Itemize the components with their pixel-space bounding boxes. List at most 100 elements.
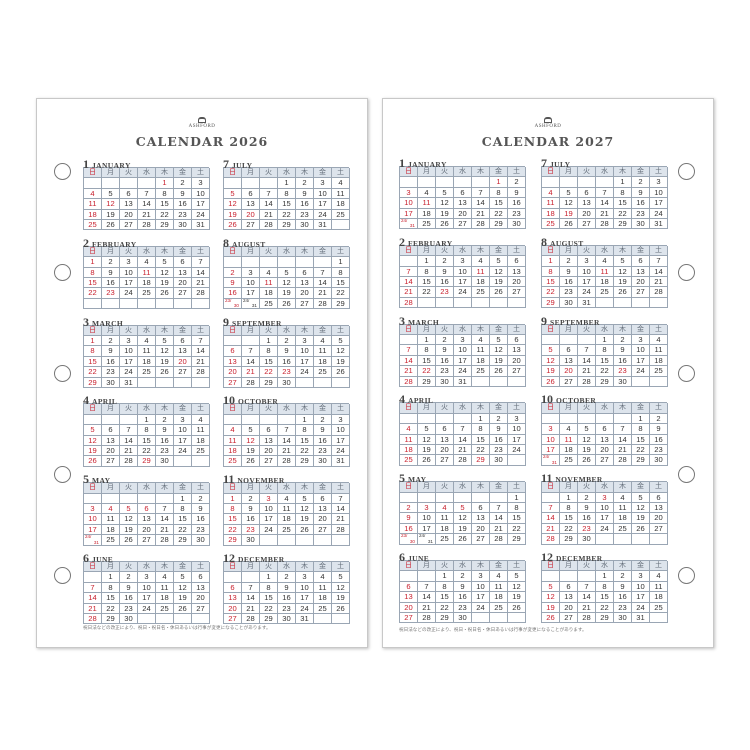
day-cell[interactable]: 27	[400, 612, 418, 624]
day-cell[interactable]: 16	[174, 199, 192, 210]
day-cell[interactable]: 29	[332, 298, 350, 310]
day-cell[interactable]	[224, 335, 242, 347]
day-cell[interactable]: 28	[138, 219, 156, 231]
day-cell[interactable]: 23/30	[400, 534, 418, 545]
day-cell[interactable]: 3	[454, 256, 472, 267]
day-cell[interactable]	[614, 534, 632, 545]
day-cell[interactable]	[278, 257, 296, 268]
day-cell[interactable]: 5	[156, 257, 174, 268]
day-cell[interactable]: 2	[490, 413, 508, 425]
day-cell[interactable]: 21	[400, 366, 418, 377]
day-cell[interactable]: 11	[278, 503, 296, 515]
day-cell[interactable]: 19	[120, 524, 138, 536]
day-cell[interactable]: 8	[472, 424, 490, 435]
day-cell[interactable]: 25	[400, 455, 418, 466]
day-cell[interactable]: 17	[332, 435, 350, 446]
day-cell[interactable]: 30	[102, 377, 120, 388]
day-cell[interactable]: 2	[632, 177, 650, 188]
day-cell[interactable]: 25	[418, 218, 436, 230]
day-cell[interactable]: 10	[632, 345, 650, 356]
day-cell[interactable]: 9	[296, 188, 314, 200]
day-cell[interactable]: 15	[174, 514, 192, 525]
day-cell[interactable]: 25	[436, 534, 454, 545]
day-cell[interactable]: 3	[314, 178, 332, 189]
day-cell[interactable]: 18	[490, 592, 508, 603]
day-cell[interactable]: 23	[454, 602, 472, 613]
day-cell[interactable]: 25	[224, 456, 242, 467]
day-cell[interactable]	[400, 334, 418, 346]
day-cell[interactable]: 7	[650, 256, 668, 267]
day-cell[interactable]: 25	[332, 209, 350, 220]
day-cell[interactable]	[242, 335, 260, 347]
day-cell[interactable]: 16	[102, 356, 120, 368]
day-cell[interactable]: 18	[472, 355, 490, 367]
day-cell[interactable]: 19	[174, 593, 192, 604]
day-cell[interactable]: 13	[472, 513, 490, 524]
day-cell[interactable]: 23	[314, 445, 332, 457]
day-cell[interactable]: 28	[156, 535, 174, 546]
day-cell[interactable]: 22	[472, 444, 490, 456]
day-cell[interactable]: 28	[454, 455, 472, 466]
day-cell[interactable]: 14	[260, 199, 278, 210]
day-cell[interactable]: 9	[174, 188, 192, 200]
day-cell[interactable]	[174, 613, 192, 625]
day-cell[interactable]: 13	[138, 514, 156, 525]
day-cell[interactable]: 1	[332, 257, 350, 268]
day-cell[interactable]	[156, 613, 174, 625]
day-cell[interactable]: 10	[578, 266, 596, 277]
day-cell[interactable]	[102, 414, 120, 426]
day-cell[interactable]: 7	[138, 188, 156, 200]
day-cell[interactable]: 2	[278, 572, 296, 583]
day-cell[interactable]: 28	[578, 612, 596, 624]
day-cell[interactable]: 2	[102, 257, 120, 268]
day-cell[interactable]: 10	[418, 513, 436, 524]
day-cell[interactable]	[156, 493, 174, 504]
day-cell[interactable]: 27	[632, 287, 650, 298]
day-cell[interactable]: 20	[138, 524, 156, 536]
day-cell[interactable]: 1	[542, 256, 560, 267]
day-cell[interactable]: 23	[650, 444, 668, 456]
day-cell[interactable]: 5	[632, 492, 650, 503]
day-cell[interactable]: 11	[84, 199, 102, 210]
day-cell[interactable]	[314, 613, 332, 625]
day-cell[interactable]: 13	[224, 593, 242, 604]
day-cell[interactable]: 29	[560, 534, 578, 545]
day-cell[interactable]: 4	[472, 334, 490, 346]
day-cell[interactable]: 3	[632, 334, 650, 346]
day-cell[interactable]: 1	[596, 334, 614, 346]
day-cell[interactable]: 13	[578, 198, 596, 209]
day-cell[interactable]	[508, 455, 526, 466]
day-cell[interactable]: 11	[596, 266, 614, 277]
day-cell[interactable]: 4	[224, 425, 242, 436]
day-cell[interactable]: 30	[614, 376, 632, 387]
day-cell[interactable]: 29	[260, 613, 278, 625]
day-cell[interactable]: 17	[296, 593, 314, 604]
day-cell[interactable]: 7	[614, 424, 632, 435]
day-cell[interactable]: 16	[278, 356, 296, 368]
day-cell[interactable]	[400, 571, 418, 582]
day-cell[interactable]: 6	[596, 424, 614, 435]
day-cell[interactable]: 18	[650, 355, 668, 367]
day-cell[interactable]: 9	[156, 425, 174, 436]
day-cell[interactable]: 30	[490, 455, 508, 466]
day-cell[interactable]: 3	[578, 256, 596, 267]
day-cell[interactable]	[454, 413, 472, 425]
day-cell[interactable]: 1	[156, 178, 174, 189]
day-cell[interactable]	[560, 413, 578, 425]
day-cell[interactable]: 18	[260, 288, 278, 299]
day-cell[interactable]: 6	[472, 502, 490, 514]
day-cell[interactable]: 17	[120, 277, 138, 289]
day-cell[interactable]: 25	[102, 535, 120, 546]
day-cell[interactable]: 10	[454, 266, 472, 277]
day-cell[interactable]: 2	[508, 177, 526, 188]
day-cell[interactable]: 25	[278, 524, 296, 536]
day-cell[interactable]: 14	[242, 356, 260, 368]
day-cell[interactable]: 8	[418, 345, 436, 356]
day-cell[interactable]: 17	[138, 593, 156, 604]
day-cell[interactable]: 15	[260, 593, 278, 604]
day-cell[interactable]	[192, 377, 210, 388]
day-cell[interactable]: 9	[102, 346, 120, 357]
day-cell[interactable]: 11	[650, 345, 668, 356]
day-cell[interactable]: 18	[224, 445, 242, 457]
day-cell[interactable]: 15	[418, 276, 436, 288]
